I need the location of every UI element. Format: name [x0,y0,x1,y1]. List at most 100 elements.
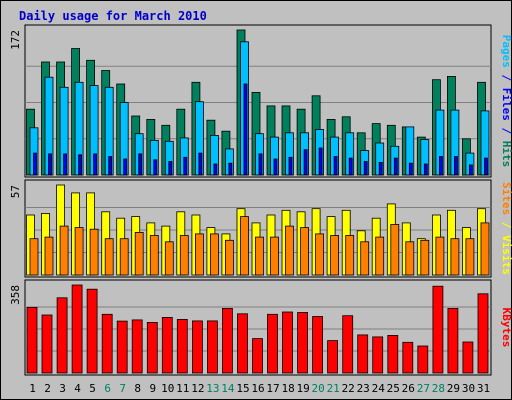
bar-kbytes-day-18 [282,311,293,374]
bar-sites-day-24 [375,236,385,276]
bar-kbytes-day-14 [221,307,233,374]
x-tick-label-day-5: 5 [89,382,96,395]
bar-sites-day-11 [179,235,189,276]
bar-pages-day-15 [243,83,248,176]
bar-pages-day-18 [288,156,293,176]
panel-sites-visits: 57 Sites / Visits [9,179,512,278]
x-tick-label-day-7: 7 [119,382,126,395]
x-tick-label-day-25: 25 [387,382,400,395]
bar-kbytes-day-13 [206,320,218,374]
bar-sites-day-8 [134,231,144,276]
bar-kbytes-day-26 [402,341,414,374]
x-tick-label-day-4: 4 [74,382,81,395]
bar-kbytes-day-2 [41,314,53,374]
x-tick-label-day-14: 14 [221,382,235,395]
bar-sites-day-2 [44,236,54,276]
bar-kbytes-day-16 [252,338,263,374]
bar-pages-day-1 [33,152,37,176]
bar-kbytes-day-1 [26,306,38,374]
x-tick-label-day-31: 31 [477,382,490,395]
x-tick-label-day-29: 29 [447,382,460,395]
y-max-tick-label: 57 [9,185,22,198]
bar-kbytes-day-22 [342,315,354,374]
panel-kbytes: 358 KBytes [9,279,512,376]
x-tick-label-day-16: 16 [251,382,264,395]
bar-sites-day-6 [104,238,114,276]
bar-sites-day-21 [330,235,340,276]
bar-pages-day-24 [378,161,383,176]
x-tick-label-day-3: 3 [59,382,66,395]
bar-kbytes-day-4 [71,284,83,374]
bar-sites-day-19 [300,227,310,276]
bar-pages-day-5 [93,153,97,176]
y-max-tick-label: 358 [9,285,22,305]
axis-title-kbytes: KBytes [500,308,512,348]
x-tick-label-day-17: 17 [266,382,279,395]
x-tick-label-day-6: 6 [104,382,111,395]
bar-kbytes-day-30 [462,341,474,374]
x-tick-label-day-1: 1 [29,382,36,395]
bar-kbytes-day-19 [297,312,309,374]
x-tick-label-day-23: 23 [357,382,370,395]
panel-pages-files-hits: 172 Pages / Files / Hits [9,24,512,178]
bar-pages-day-11 [183,156,188,176]
axis-title-pages-files-hits: Pages / Files / Hits [500,35,512,168]
bar-pages-day-29 [453,156,458,176]
bar-sites-day-4 [74,227,84,276]
bar-pages-day-2 [48,153,52,176]
x-tick-label-day-10: 10 [161,382,174,395]
bar-kbytes-day-29 [447,307,459,374]
chart-title: Daily usage for March 2010 [19,9,207,23]
y-max-tick-label: 172 [9,30,22,50]
x-tick-label-day-15: 15 [236,382,249,395]
x-tick-label-day-2: 2 [44,382,51,395]
bar-sites-day-14 [224,239,234,276]
bar-sites-day-1 [29,238,39,276]
bar-pages-day-17 [273,158,278,176]
bar-kbytes-day-20 [312,316,324,374]
bar-pages-day-23 [363,161,368,176]
bar-sites-day-20 [315,233,325,276]
bar-sites-day-31 [480,222,490,276]
bar-sites-day-17 [270,236,279,276]
bar-sites-day-12 [194,233,204,276]
bar-pages-day-13 [213,163,218,176]
bar-kbytes-day-27 [417,345,429,374]
bar-sites-day-23 [360,241,370,276]
bar-sites-day-3 [59,225,69,276]
bar-pages-day-8 [138,153,143,176]
bar-pages-day-12 [198,152,203,176]
x-tick-label-day-26: 26 [402,382,415,395]
bar-sites-day-10 [164,241,174,276]
bar-pages-day-6 [108,156,113,176]
bar-sites-day-7 [119,238,129,276]
bar-pages-day-3 [63,153,67,176]
x-tick-label-day-11: 11 [176,382,189,395]
bar-pages-day-31 [484,157,488,176]
bar-pages-day-4 [78,154,82,176]
bar-pages-day-30 [468,164,473,176]
bar-kbytes-day-12 [191,320,203,374]
bar-sites-day-26 [405,241,415,276]
bar-pages-day-28 [438,156,443,176]
bar-sites-day-28 [435,236,445,276]
x-tick-label-day-28: 28 [432,382,445,395]
bar-sites-day-16 [255,236,264,276]
bar-kbytes-day-28 [432,285,444,374]
x-tick-label-day-12: 12 [191,382,204,395]
bar-pages-day-22 [348,157,353,176]
x-tick-label-day-27: 27 [417,382,430,395]
bar-sites-day-9 [149,235,159,276]
x-tick-label-day-9: 9 [149,382,156,395]
bar-pages-day-7 [123,158,128,176]
bar-kbytes-day-7 [116,320,128,374]
axis-title-sites-visits: Sites / Visits [500,182,512,275]
bar-pages-day-19 [303,149,308,176]
bar-kbytes-day-5 [86,288,98,374]
bar-pages-day-10 [168,161,173,176]
bar-sites-day-18 [285,225,294,276]
bar-pages-day-25 [393,157,398,176]
bar-sites-day-15 [240,216,249,276]
bar-kbytes-day-3 [56,297,68,374]
